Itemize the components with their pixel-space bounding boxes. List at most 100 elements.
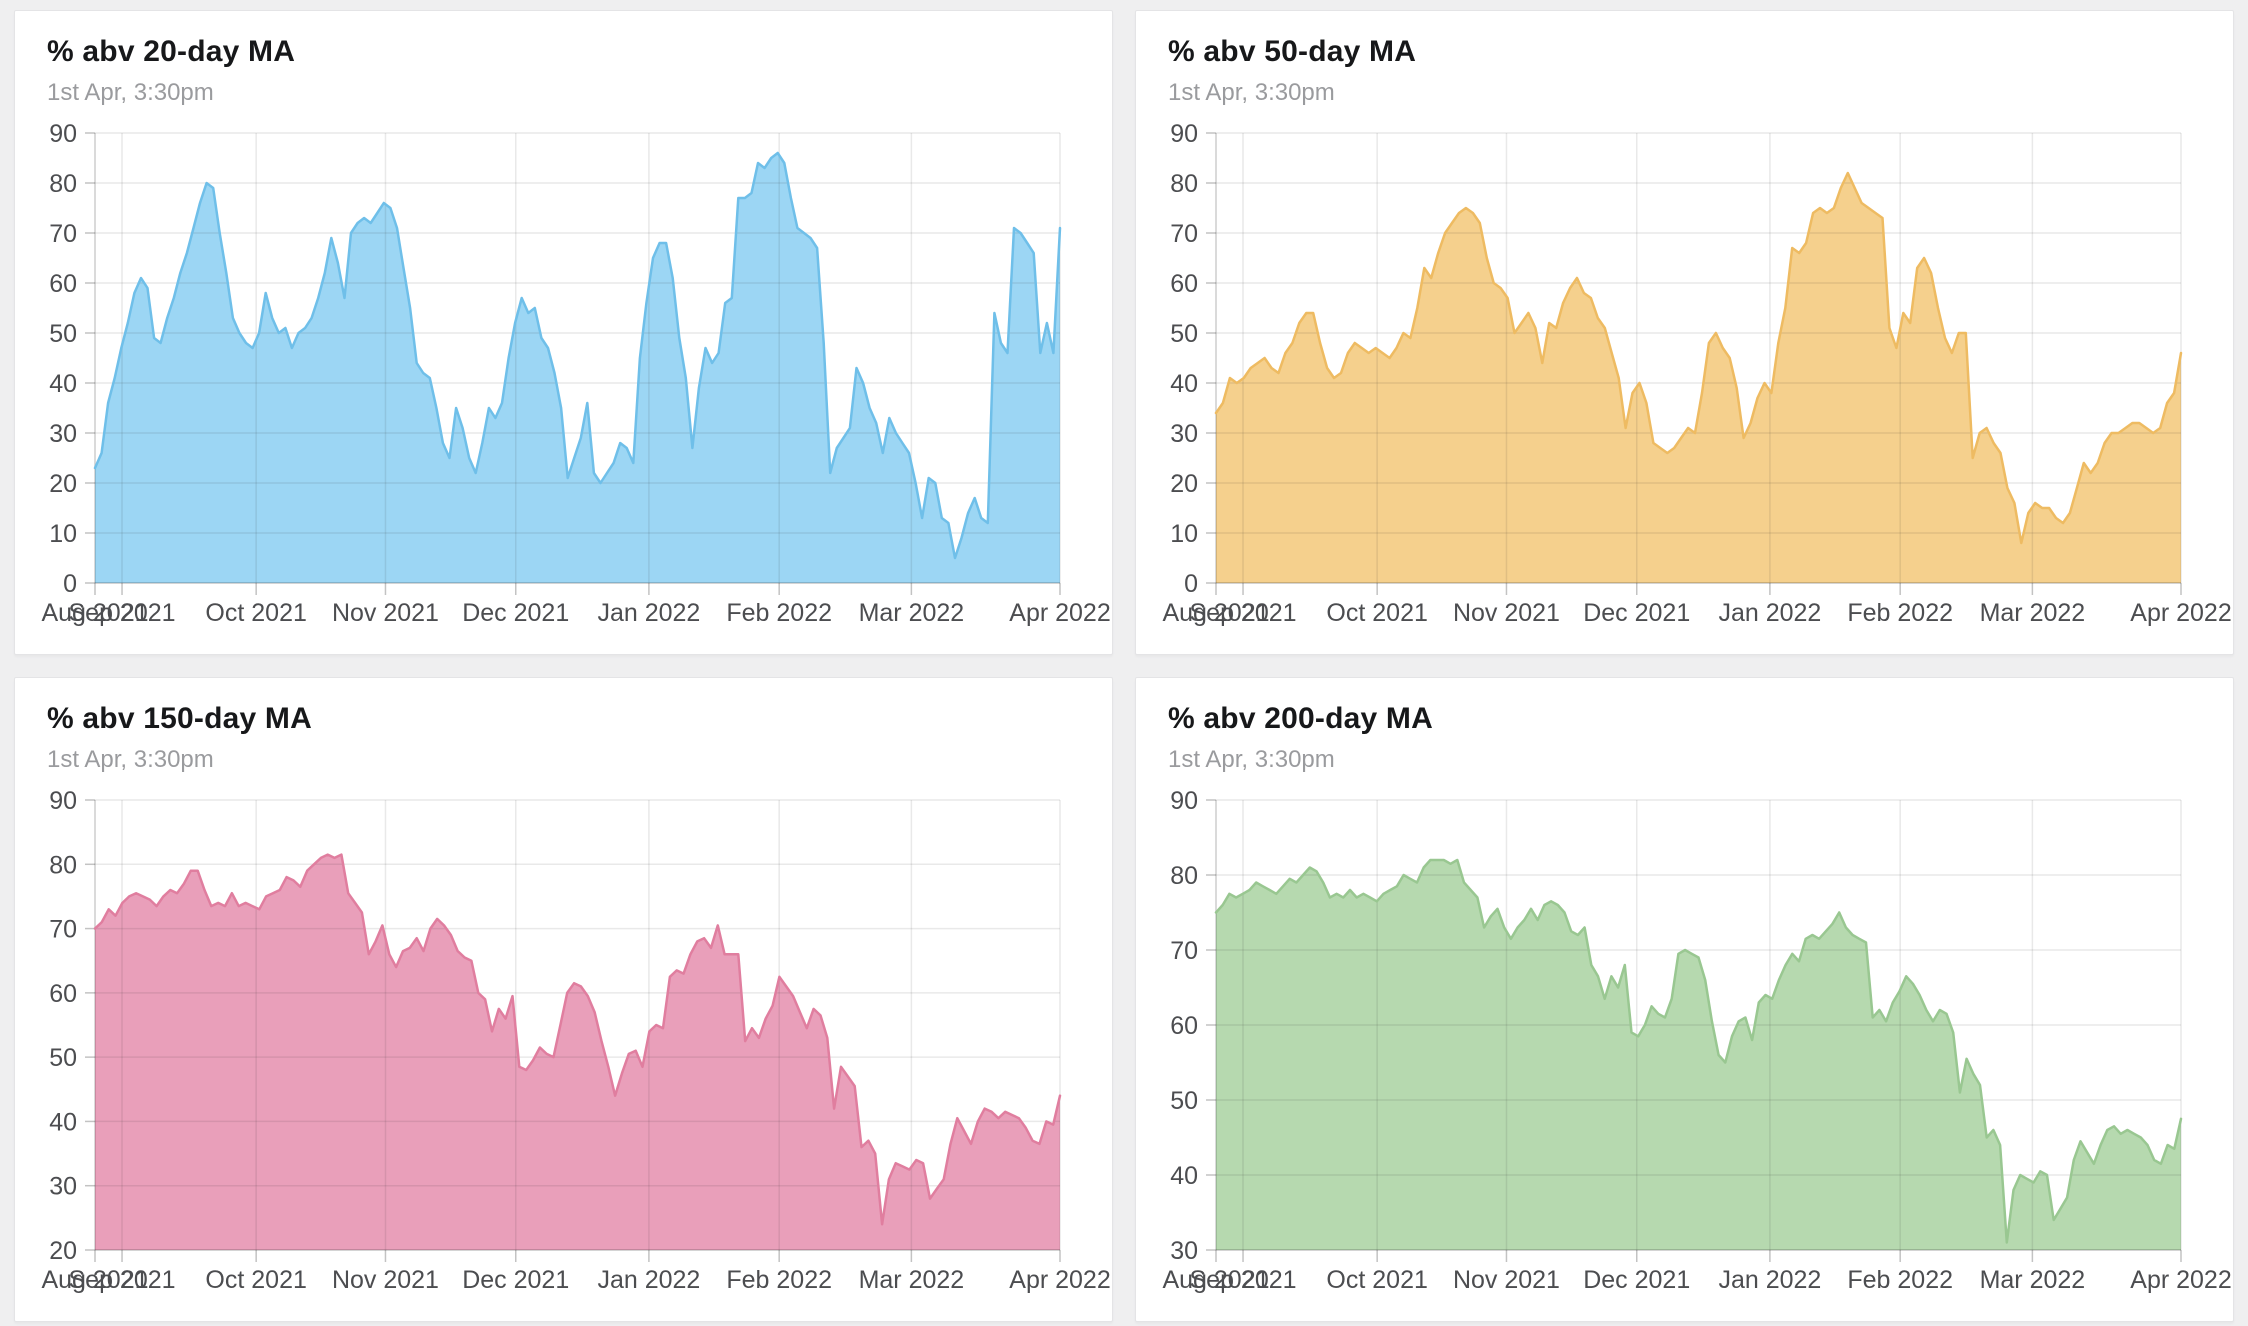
y-tick-label: 70	[49, 220, 77, 248]
x-tick-label: Jan 2022	[597, 1266, 700, 1294]
y-tick-label: 20	[1170, 470, 1198, 498]
x-tick-label: Feb 2022	[1847, 1266, 1953, 1294]
x-tick-label: Sep 2021	[68, 599, 175, 627]
y-tick-label: 20	[49, 1237, 77, 1265]
x-tick-label: Apr 2022	[2130, 599, 2231, 627]
y-tick-label: 80	[49, 170, 77, 198]
chart-panel-1: % abv 20-day MA 1st Apr, 3:30pm 0 10 20 30 4…	[14, 10, 1113, 655]
y-tick-label: 60	[49, 980, 77, 1008]
x-tick-label: Oct 2021	[1326, 599, 1427, 627]
chart-header: % abv 20-day MA 1st Apr, 3:30pm	[47, 35, 1094, 107]
y-tick-label: 60	[1170, 270, 1198, 298]
area-line	[93, 151, 1062, 560]
y-tick-label: 70	[1170, 937, 1198, 965]
y-tick-label: 40	[49, 1108, 77, 1136]
y-tick-label: 90	[49, 120, 77, 148]
y-tick-label: 80	[49, 851, 77, 879]
area-fill	[95, 153, 1060, 583]
x-tick-label: Nov 2021	[332, 599, 439, 627]
x-tick-label: Jan 2022	[1718, 599, 1821, 627]
x-tick-label: Sep 2021	[68, 1266, 175, 1294]
x-tick-label: Feb 2022	[1847, 599, 1953, 627]
y-tick-label: 10	[1170, 520, 1198, 548]
y-tick-label: 70	[49, 916, 77, 944]
y-tick-label: 90	[1170, 787, 1198, 815]
chart-subtitle: 1st Apr, 3:30pm	[1168, 79, 1335, 106]
x-tick-label: Aug 2021	[1162, 599, 1269, 627]
y-tick-label: 0	[1184, 570, 1198, 598]
y-tick-label: 40	[49, 370, 77, 398]
y-tick-label: 90	[1170, 120, 1198, 148]
chart-header: % abv 150-day MA 1st Apr, 3:30pm	[47, 702, 1094, 774]
chart-title: % abv 200-day MA	[1168, 702, 1433, 735]
y-tick-label: 60	[1170, 1012, 1198, 1040]
y-tick-label: 30	[1170, 420, 1198, 448]
x-tick-label: Oct 2021	[1326, 1266, 1427, 1294]
x-tick-label: Sep 2021	[1189, 1266, 1296, 1294]
y-tick-label: 0	[63, 570, 77, 598]
chart-title: % abv 50-day MA	[1168, 35, 1417, 68]
y-tick-label: 50	[1170, 1087, 1198, 1115]
x-tick-label: Sep 2021	[1189, 599, 1296, 627]
x-tick-label: Aug 2021	[1162, 1266, 1269, 1294]
area-line	[93, 853, 1062, 1226]
area-fill	[1216, 860, 2181, 1250]
y-tick-label: 30	[1170, 1237, 1198, 1265]
x-tick-label: Nov 2021	[332, 1266, 439, 1294]
x-tick-label: Mar 2022	[1980, 599, 2086, 627]
y-tick-label: 30	[49, 1173, 77, 1201]
x-tick-label: Jan 2022	[597, 599, 700, 627]
x-tick-label: Dec 2021	[1583, 599, 1690, 627]
y-tick-label: 30	[49, 420, 77, 448]
x-tick-label: Apr 2022	[2130, 1266, 2231, 1294]
area-line	[1214, 171, 2183, 545]
chart-subtitle: 1st Apr, 3:30pm	[47, 79, 214, 106]
y-tick-label: 80	[1170, 862, 1198, 890]
x-tick-label: Dec 2021	[462, 1266, 569, 1294]
x-tick-label: Aug 2021	[41, 599, 148, 627]
chart-subtitle: 1st Apr, 3:30pm	[47, 746, 214, 773]
x-tick-label: Apr 2022	[1009, 599, 1110, 627]
y-tick-label: 50	[49, 1044, 77, 1072]
y-tick-label: 10	[49, 520, 77, 548]
x-tick-label: Nov 2021	[1453, 1266, 1560, 1294]
y-tick-label: 40	[1170, 370, 1198, 398]
y-tick-label: 50	[49, 320, 77, 348]
x-tick-label: Aug 2021	[41, 1266, 148, 1294]
x-tick-label: Mar 2022	[1980, 1266, 2086, 1294]
chart-title: % abv 150-day MA	[47, 702, 312, 735]
x-tick-label: Oct 2021	[205, 599, 306, 627]
chart-title: % abv 20-day MA	[47, 35, 296, 68]
area-line	[1214, 858, 2183, 1244]
y-tick-label: 40	[1170, 1162, 1198, 1190]
x-tick-label: Oct 2021	[205, 1266, 306, 1294]
y-tick-label: 90	[49, 787, 77, 815]
chart-header: % abv 200-day MA 1st Apr, 3:30pm	[1168, 702, 2215, 774]
x-tick-label: Mar 2022	[859, 1266, 965, 1294]
x-tick-label: Mar 2022	[859, 599, 965, 627]
x-tick-label: Dec 2021	[1583, 1266, 1690, 1294]
x-tick-label: Dec 2021	[462, 599, 569, 627]
x-tick-label: Apr 2022	[1009, 1266, 1110, 1294]
area-fill	[1216, 173, 2181, 583]
chart-header: % abv 50-day MA 1st Apr, 3:30pm	[1168, 35, 2215, 107]
y-tick-label: 70	[1170, 220, 1198, 248]
x-tick-label: Feb 2022	[726, 1266, 832, 1294]
chart-panel-3: % abv 150-day MA 1st Apr, 3:30pm 20 30 40 5…	[14, 677, 1113, 1322]
y-tick-label: 50	[1170, 320, 1198, 348]
chart-panel-4: % abv 200-day MA 1st Apr, 3:30pm 30 40 50 6…	[1135, 677, 2234, 1322]
chart-panel-2: % abv 50-day MA 1st Apr, 3:30pm 0 10 20 30 4…	[1135, 10, 2234, 655]
area-fill	[95, 854, 1060, 1250]
y-tick-label: 20	[49, 470, 77, 498]
chart-subtitle: 1st Apr, 3:30pm	[1168, 746, 1335, 773]
x-tick-label: Jan 2022	[1718, 1266, 1821, 1294]
x-tick-label: Feb 2022	[726, 599, 832, 627]
y-tick-label: 80	[1170, 170, 1198, 198]
x-tick-label: Nov 2021	[1453, 599, 1560, 627]
y-tick-label: 60	[49, 270, 77, 298]
